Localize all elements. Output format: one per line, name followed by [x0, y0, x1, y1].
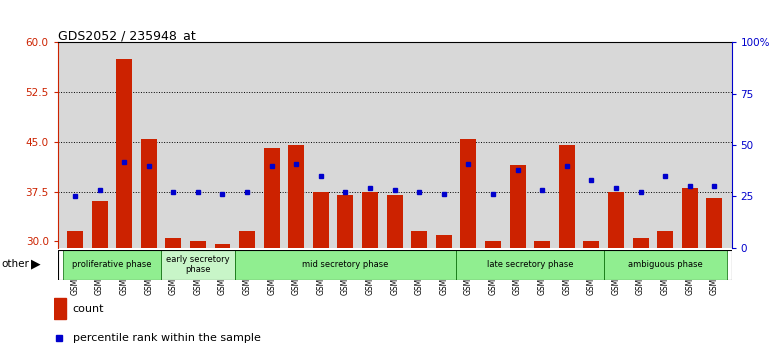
Bar [436, 235, 452, 248]
Bar [632, 238, 648, 248]
Bar [190, 241, 206, 248]
Bar [288, 145, 304, 248]
Bar [411, 231, 427, 248]
Bar [681, 188, 698, 248]
Bar [337, 195, 353, 248]
Bar [235, 250, 456, 280]
Bar [362, 192, 378, 248]
Bar [62, 250, 161, 280]
Bar [608, 192, 624, 248]
Bar [657, 231, 673, 248]
Bar [67, 231, 83, 248]
Bar [510, 165, 526, 248]
Bar [239, 231, 255, 248]
Bar [706, 198, 722, 248]
Bar [604, 250, 727, 280]
Bar [141, 138, 157, 248]
Text: count: count [73, 303, 105, 314]
Text: late secretory phase: late secretory phase [487, 260, 573, 269]
Text: ▶: ▶ [31, 257, 40, 270]
Bar [485, 241, 501, 248]
Text: early secretory
phase: early secretory phase [166, 255, 229, 274]
Bar [166, 238, 181, 248]
Bar [263, 148, 280, 248]
Text: proliferative phase: proliferative phase [72, 260, 152, 269]
Bar [460, 138, 477, 248]
Bar [161, 250, 235, 280]
Bar [116, 59, 132, 248]
Bar [92, 201, 108, 248]
Bar [313, 192, 329, 248]
Bar [215, 245, 230, 248]
Text: mid secretory phase: mid secretory phase [303, 260, 389, 269]
Bar [534, 241, 550, 248]
Text: GDS2052 / 235948_at: GDS2052 / 235948_at [58, 29, 196, 42]
Text: percentile rank within the sample: percentile rank within the sample [73, 333, 261, 343]
Text: ambiguous phase: ambiguous phase [628, 260, 702, 269]
Bar [456, 250, 604, 280]
Bar [559, 145, 574, 248]
Bar [54, 298, 66, 319]
Bar [584, 241, 599, 248]
Bar [387, 195, 403, 248]
Text: other: other [2, 259, 29, 269]
